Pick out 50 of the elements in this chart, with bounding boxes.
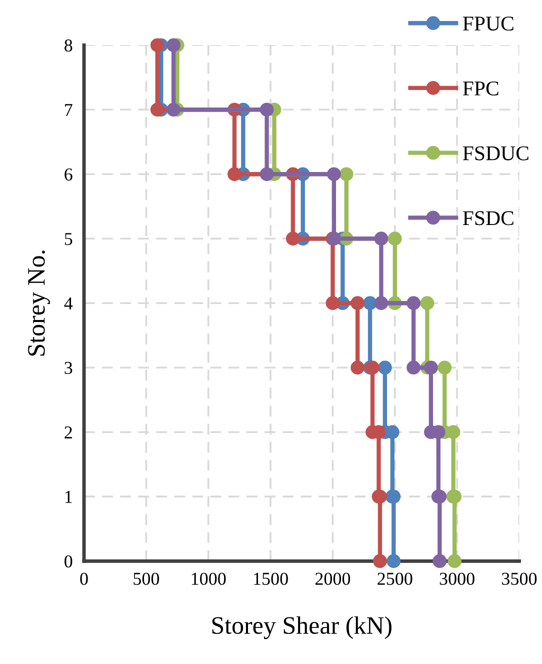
point — [406, 360, 420, 375]
point — [350, 296, 365, 310]
x-tick-label: 3500 — [502, 572, 537, 585]
point — [373, 554, 387, 568]
point — [424, 360, 438, 375]
x-tick-label: 0 — [80, 572, 88, 585]
x-tick-label: 1500 — [254, 572, 288, 585]
y-tick-label: 7 — [65, 104, 72, 116]
legend-label: FPC — [462, 81, 498, 96]
point — [166, 38, 180, 52]
point — [432, 554, 447, 568]
point — [374, 296, 388, 310]
y-tick-label: 6 — [64, 168, 72, 181]
point — [406, 296, 420, 310]
point — [366, 360, 380, 375]
x-tick-label: 2000 — [315, 572, 350, 585]
x-tick-label: 3000 — [440, 572, 474, 585]
legend-label: FSDC — [462, 211, 514, 226]
y-tick-label: 8 — [64, 39, 72, 52]
point — [327, 167, 341, 182]
y-axis-title: Storey No. — [28, 250, 50, 356]
point — [228, 167, 242, 182]
point — [448, 554, 462, 568]
x-tick-label: 2500 — [378, 572, 412, 585]
x-tick-label: 1000 — [192, 572, 226, 585]
point — [350, 360, 365, 375]
legend-label: FSDUC — [462, 146, 528, 160]
y-tick-label: 3 — [64, 362, 72, 374]
y-tick-label: 4 — [64, 297, 73, 310]
point — [438, 360, 452, 375]
x-axis-title: Storey Shear (kN) — [212, 616, 392, 640]
y-tick-label: 0 — [64, 555, 72, 568]
point — [150, 102, 164, 117]
y-tick-label: 5 — [64, 233, 72, 246]
point — [388, 232, 402, 246]
point — [166, 102, 180, 117]
point — [374, 232, 388, 246]
point — [386, 554, 401, 568]
legend-label: FPUC — [462, 16, 514, 31]
point — [420, 296, 434, 310]
x-tick-label: 500 — [134, 572, 160, 585]
point — [260, 167, 274, 182]
point — [378, 360, 392, 375]
point — [150, 38, 164, 52]
y-tick-label: 2 — [64, 426, 72, 438]
y-tick-label: 1 — [65, 490, 72, 503]
point — [286, 232, 300, 246]
point — [260, 102, 274, 117]
point — [339, 167, 354, 182]
point — [326, 296, 340, 310]
